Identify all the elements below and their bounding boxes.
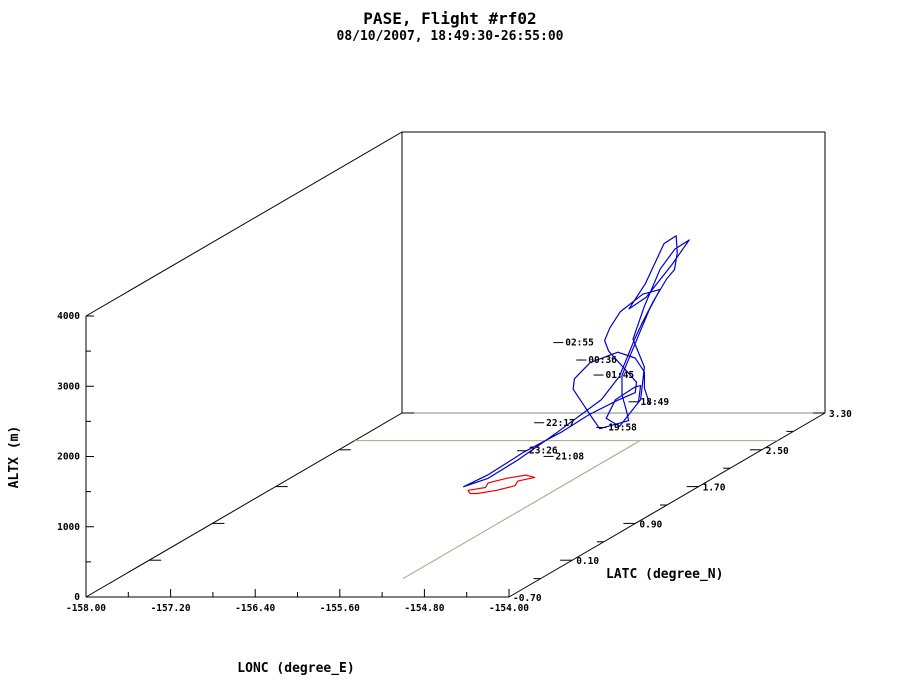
floor-left-edge bbox=[85, 412, 403, 598]
chart-title: PASE, Flight #rf02 bbox=[363, 9, 536, 28]
z-tick-label: 3000 bbox=[57, 381, 80, 392]
annotation-label: 22:17 bbox=[546, 418, 575, 429]
top-left-edge bbox=[85, 131, 403, 317]
x-tick-label: -156.40 bbox=[235, 603, 275, 614]
annotation-label: 01:45 bbox=[606, 370, 635, 381]
x-tick-label: -155.60 bbox=[320, 603, 360, 614]
y-axis-label: LATC (degree_N) bbox=[606, 567, 723, 582]
chart-subtitle: 08/10/2007, 18:49:30-26:55:00 bbox=[337, 29, 564, 44]
min-lon-guide bbox=[402, 440, 641, 580]
time-annotations: 18:49 19:58 21:08 22:17 23:26 00:36 01:45 02:55 bbox=[517, 338, 670, 462]
flight_track-line bbox=[463, 235, 690, 488]
z-tick-label: 1000 bbox=[57, 522, 80, 533]
projection-guides bbox=[354, 440, 778, 580]
axis-ticks: 0 1000 2000 3000 4000 -158.00 -157.20 -156.40 -1… bbox=[57, 311, 852, 614]
x-tick-label: -154.00 bbox=[489, 603, 529, 614]
x-tick-label: -154.80 bbox=[404, 603, 444, 614]
annotation-label: 19:58 bbox=[608, 422, 637, 433]
y-tick-label: 2.50 bbox=[766, 446, 789, 457]
z-tick-label: 4000 bbox=[57, 311, 80, 322]
y-tick-label: 0.90 bbox=[639, 519, 662, 530]
x-axis-label: LONC (degree_E) bbox=[237, 661, 354, 676]
y-tick-label: -0.70 bbox=[513, 593, 542, 604]
z-axis-label: ALTX (m) bbox=[7, 426, 22, 489]
y-tick-label: 0.10 bbox=[576, 556, 599, 567]
ground_track-line bbox=[467, 474, 536, 495]
annotation-label: 21:08 bbox=[556, 451, 585, 462]
x-tick-label: -158.00 bbox=[66, 603, 106, 614]
y-tick-label: 3.30 bbox=[829, 409, 852, 420]
annotation-label: 23:26 bbox=[529, 446, 558, 457]
z-tick-label: 0 bbox=[74, 592, 80, 603]
annotation-label: 02:55 bbox=[565, 338, 594, 349]
axes-box bbox=[85, 131, 826, 598]
y-tick-label: 1.70 bbox=[703, 483, 726, 494]
x-tick-label: -157.20 bbox=[151, 603, 191, 614]
annotation-label: 18:49 bbox=[641, 397, 670, 408]
z-tick-label: 2000 bbox=[57, 452, 80, 463]
flight-tracks bbox=[463, 235, 690, 495]
annotation-label: 00:36 bbox=[588, 355, 617, 366]
